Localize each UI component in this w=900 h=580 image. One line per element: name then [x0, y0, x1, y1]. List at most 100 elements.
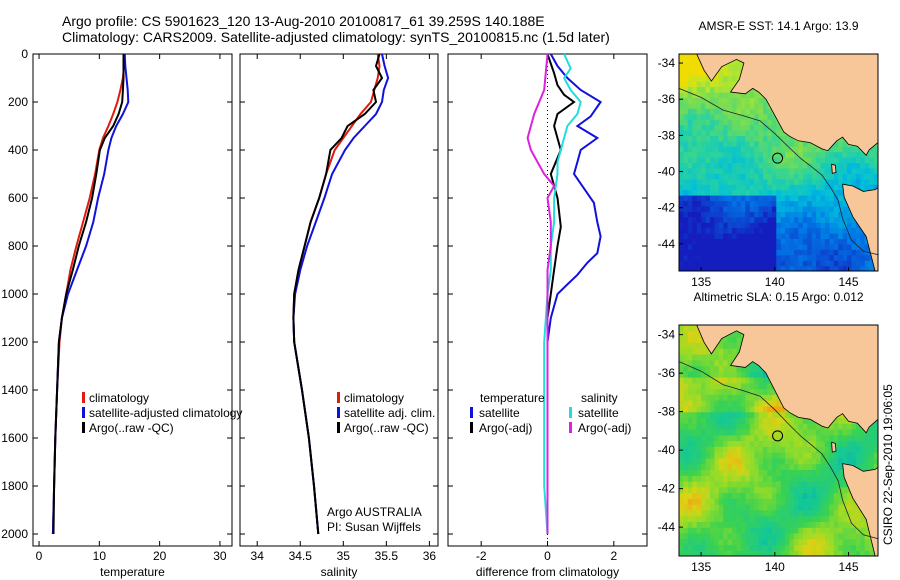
- sst_map-cell: [758, 173, 764, 180]
- sla_map-cell: [732, 521, 738, 528]
- sst_map-cell: [696, 211, 702, 218]
- sst_map-cell: [701, 167, 707, 174]
- sla_map-cell: [785, 480, 791, 488]
- sla_map-cell: [745, 544, 751, 551]
- sst_map-cell: [705, 146, 711, 153]
- sst_map-cell: [811, 157, 817, 164]
- sla_map-cell: [855, 509, 861, 517]
- sla_map-cell: [701, 550, 707, 556]
- sst_map-cell: [679, 205, 684, 212]
- sst_map-cell: [718, 238, 724, 245]
- sst_map-cell: [692, 173, 698, 180]
- sla_map-cell: [842, 515, 848, 522]
- sla_map-cell: [847, 434, 852, 442]
- sst_map-cell: [842, 167, 848, 174]
- sla_map-cell: [838, 434, 844, 442]
- sla_map-cell: [740, 550, 746, 556]
- sla_map-cell: [701, 348, 707, 355]
- sla_map-cell: [687, 486, 693, 494]
- sst_map-cell: [838, 195, 844, 202]
- sst_map-cell: [705, 151, 711, 158]
- sla_map-cell: [732, 527, 738, 534]
- sst_map-cell: [838, 178, 844, 185]
- sla_map-cell: [829, 423, 835, 430]
- sst_map-cell: [802, 178, 808, 185]
- sst_map-cell: [847, 211, 852, 218]
- sla_map-cell: [683, 492, 689, 499]
- sla_map-cell: [714, 353, 720, 361]
- sla_map-cell: [802, 423, 808, 430]
- sla_map-cell: [701, 544, 707, 551]
- sla_map-cell: [842, 486, 848, 494]
- sst_map-cell: [780, 249, 786, 256]
- sst_map-cell: [701, 92, 707, 98]
- sla_map-cell: [710, 463, 715, 470]
- sla_map-cell: [763, 446, 768, 453]
- sla_map-cell: [785, 504, 791, 511]
- sla_map-cell: [732, 342, 738, 349]
- sst_map-cell: [847, 222, 852, 229]
- sst_map-cell: [833, 146, 839, 153]
- sst_map-cell: [763, 216, 768, 223]
- sst_map-cell: [710, 227, 715, 234]
- sla_map-cell: [705, 504, 711, 511]
- sst_map-cell: [723, 211, 729, 218]
- sst_map-cell: [754, 211, 760, 218]
- sst_map-cell: [749, 146, 755, 153]
- sst_map-cell: [838, 238, 844, 245]
- sla_map-cell: [780, 504, 786, 511]
- temperature-series-2: [52, 54, 125, 535]
- sst_map-cell: [816, 243, 822, 250]
- sst_map-cell: [727, 195, 733, 202]
- sst_map-cell: [696, 254, 702, 261]
- sla_map-cell: [794, 434, 799, 442]
- sla_map-cell: [754, 498, 760, 505]
- sla_map-cell: [696, 550, 702, 556]
- sst_map-cell: [683, 189, 689, 196]
- sst_map-cell: [740, 167, 746, 174]
- sst_map-cell: [789, 135, 795, 142]
- sla_map-cell: [794, 440, 799, 447]
- sst_map-cell: [820, 216, 826, 223]
- sst_map-cell: [851, 216, 857, 223]
- sst_map-cell: [696, 260, 702, 267]
- sst_map-cell: [833, 173, 839, 180]
- sla_map-cell: [767, 538, 773, 546]
- sla_map-cell: [771, 434, 777, 442]
- sla_map-cell: [771, 527, 777, 534]
- sst_map-cell: [860, 260, 866, 267]
- sla_map-cell: [833, 515, 839, 522]
- sla_map-cell: [798, 521, 804, 528]
- sst_map-cell: [727, 135, 733, 142]
- sst_map-cell: [767, 108, 773, 115]
- sla_map-cell: [687, 463, 693, 470]
- sla_map-cell: [785, 463, 791, 470]
- salinity-xtick-label: 36: [423, 549, 437, 563]
- sla_map-cell: [776, 440, 782, 447]
- sst_map-cell: [776, 249, 782, 256]
- sst_map-cell: [754, 238, 760, 245]
- sla_map-cell: [816, 434, 822, 442]
- sst_map-cell: [798, 211, 804, 218]
- sla_map-cell: [758, 371, 764, 378]
- sla_map-cell: [718, 377, 724, 384]
- sst_map-cell: [718, 70, 724, 77]
- sla_map-cell: [696, 480, 702, 488]
- salinity-axes-box: [239, 53, 439, 547]
- sst_map-cell: [767, 189, 773, 196]
- sla_map-cell: [855, 532, 861, 540]
- sla_map-cell: [723, 515, 729, 522]
- sst_map-cell: [842, 265, 848, 271]
- sla_map-cell: [723, 544, 729, 551]
- sst_map-cell: [816, 189, 822, 196]
- sla_map-cell: [718, 353, 724, 361]
- sst_map-cell: [754, 178, 760, 185]
- sst_map-cell: [873, 146, 878, 153]
- sla_map-cell: [723, 394, 729, 401]
- sla_map-cell: [838, 544, 844, 551]
- sst_map-cell: [727, 167, 733, 174]
- sla_map-cell: [758, 475, 764, 482]
- temperature-legend-label: climatology: [89, 391, 149, 405]
- sst_map-cell: [847, 216, 852, 223]
